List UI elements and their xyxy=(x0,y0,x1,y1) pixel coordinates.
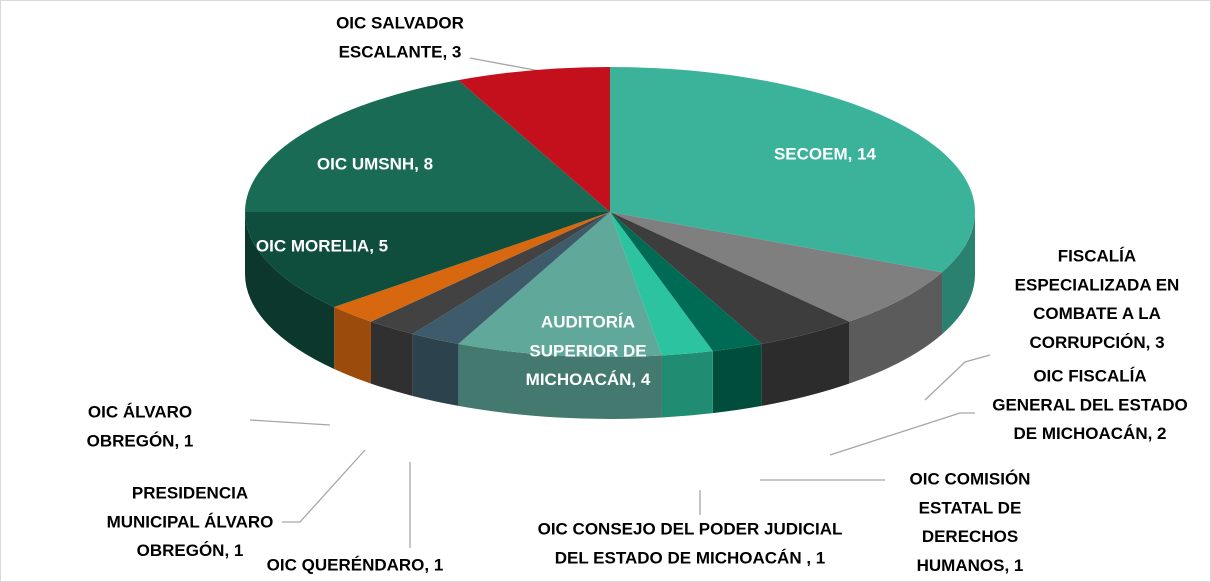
slice xyxy=(245,212,610,307)
leader-line xyxy=(829,412,975,456)
pie-top xyxy=(245,67,976,357)
slice-side xyxy=(334,306,371,384)
leader-line xyxy=(469,57,546,73)
data-label-line: OIC QUERÉNDARO, 1 xyxy=(267,555,444,574)
data-label-line: SUPERIOR DE xyxy=(529,341,646,360)
slice xyxy=(412,212,610,344)
data-label-line: DE MICHOACÁN, 2 xyxy=(1013,424,1166,443)
data-label-line: MICHOACÁN, 4 xyxy=(526,370,651,389)
data-label: OIC COMISIÓN ESTATAL DE DERECHOS HUMANOS, 1 xyxy=(910,469,1031,574)
data-label-line: OIC ÁLVARO xyxy=(88,402,192,421)
data-label-line: OIC FISCALÍA xyxy=(1033,366,1146,385)
slice-side xyxy=(761,321,850,406)
data-label: OIC SALVADOR ESCALANTE, 3 xyxy=(336,13,464,61)
data-label: SECOEM, 14 xyxy=(774,144,877,163)
slice-side xyxy=(458,343,662,419)
slice-side xyxy=(370,321,413,396)
data-label: OIC FISCALÍA GENERAL DEL ESTADO DE MICHOAC… xyxy=(992,366,1188,443)
slice-side xyxy=(942,212,975,335)
data-label: OIC CONSEJO DEL PODER JUDICIAL DEL ESTADO… xyxy=(538,519,843,567)
slice-side xyxy=(661,351,713,418)
data-label-line: GENERAL DEL ESTADO xyxy=(992,395,1188,414)
data-label-line: PRESIDENCIA xyxy=(132,483,248,502)
data-label-line: HUMANOS, 1 xyxy=(917,556,1024,575)
pie-sides xyxy=(245,212,975,419)
data-label-line: CORRUPCIÓN, 3 xyxy=(1029,333,1164,352)
data-label: FISCALÍA ESPECIALIZADA EN COMBATE A LA CORR… xyxy=(1015,246,1180,351)
slice xyxy=(458,212,662,357)
data-label: OIC UMSNH, 8 xyxy=(317,154,433,173)
leader-line xyxy=(924,354,991,401)
slice xyxy=(610,212,850,344)
slice xyxy=(370,212,610,334)
data-label-line: DERECHOS xyxy=(922,527,1018,546)
data-label-line: ESPECIALIZADA EN xyxy=(1015,275,1180,294)
leader-lines xyxy=(249,57,991,548)
slice xyxy=(610,212,713,356)
slice-side xyxy=(849,272,943,384)
data-label-line: DEL ESTADO DE MICHOACÁN , 1 xyxy=(555,548,825,567)
slice xyxy=(610,212,943,322)
data-label-line: OBREGÓN, 1 xyxy=(137,541,244,560)
data-label-line: MUNICIPAL ÁLVARO xyxy=(107,512,274,531)
data-label-line: OIC SALVADOR xyxy=(336,13,464,32)
data-label: OIC MORELIA, 5 xyxy=(256,236,388,255)
data-label-line: ESTATAL DE xyxy=(919,498,1022,517)
slice xyxy=(610,212,762,352)
slice xyxy=(458,67,610,212)
data-label-line: OIC UMSNH, 8 xyxy=(317,154,433,173)
slice xyxy=(610,67,976,273)
leader-line xyxy=(249,419,331,426)
data-label-line: OIC COMISIÓN xyxy=(910,469,1031,488)
data-label-line: AUDITORÍA xyxy=(541,312,635,331)
slice-side xyxy=(712,343,762,414)
data-label-line: ESCALANTE, 3 xyxy=(339,42,462,61)
leader-line xyxy=(282,449,366,523)
data-label: PRESIDENCIA MUNICIPAL ÁLVARO OBREGÓN, 1 xyxy=(107,483,274,560)
data-label-line: OIC CONSEJO DEL PODER JUDICIAL xyxy=(538,519,843,538)
data-label: OIC QUERÉNDARO, 1 xyxy=(267,555,444,574)
slice xyxy=(334,212,610,322)
data-label: AUDITORÍA SUPERIOR DE MICHOACÁN, 4 xyxy=(526,312,651,389)
data-label-line: SECOEM, 14 xyxy=(774,144,877,163)
slice-side xyxy=(412,333,459,406)
data-label-line: OBREGÓN, 1 xyxy=(87,431,194,450)
data-label-line: FISCALÍA xyxy=(1058,246,1136,265)
slice xyxy=(245,80,610,212)
data-label-line: COMBATE A LA xyxy=(1033,304,1161,323)
data-label: OIC ÁLVARO OBREGÓN, 1 xyxy=(87,402,194,450)
slice-side xyxy=(245,212,335,369)
data-label-line: OIC MORELIA, 5 xyxy=(256,236,388,255)
